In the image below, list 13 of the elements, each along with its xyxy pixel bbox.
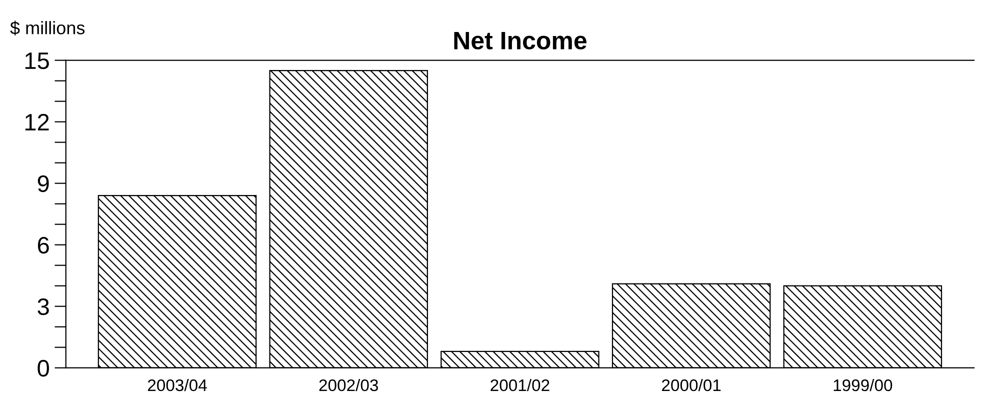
x-tick-label: 1999/00 <box>834 378 892 392</box>
y-tick-label: 9 <box>38 175 49 192</box>
x-tick-label: 2003/04 <box>148 378 207 392</box>
y-tick-label: 12 <box>25 114 49 130</box>
y-tick-label: 6 <box>38 236 49 254</box>
chart-title: Net Income <box>454 32 586 50</box>
x-tick-label: 2001/02 <box>490 378 550 392</box>
y-tick-label: 15 <box>25 52 49 70</box>
y-axis-title: $ millions <box>10 20 85 36</box>
y-tick-label: 0 <box>38 360 49 377</box>
x-tick-label: 2002/03 <box>319 378 378 392</box>
x-tick-label: 2000/01 <box>662 378 721 392</box>
y-tick-label: 3 <box>38 298 49 316</box>
